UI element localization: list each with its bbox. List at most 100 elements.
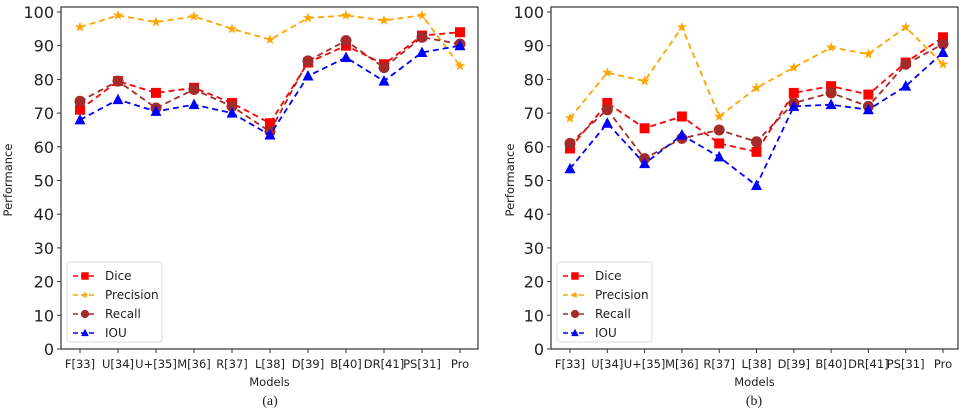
marker-star [74,21,86,32]
marker-triangle [302,70,314,81]
marker-triangle [150,105,162,116]
series-dice [75,27,465,129]
marker-square [639,123,650,134]
marker-square [751,146,762,157]
marker-triangle [564,162,576,174]
chart-a: 0 10 20 30 40 50 60 70 80 90 100 F[33] U[34] U+[35] M[… [1,3,479,409]
x-tick-label: Pro [451,357,469,371]
series-iou [564,46,949,191]
marker-triangle [571,328,579,337]
marker-square [676,111,687,122]
marker-star [602,67,613,78]
y-tick-label: 60 [524,138,544,157]
x-tick-label: L[38] [741,357,771,371]
marker-triangle [788,100,800,111]
marker-triangle [937,46,949,57]
figure-caption: (a) [262,394,278,409]
marker-triangle [226,107,238,118]
marker-circle [302,55,314,67]
series-line [569,25,944,119]
y-tick-label: 90 [524,37,544,56]
marker-star [378,14,390,25]
marker-triangle [713,150,725,162]
y-tick-label: 80 [524,70,544,89]
series-precision [564,21,949,123]
marker-star [639,75,650,86]
marker-triangle [601,117,613,128]
series-recall [564,38,949,165]
marker-star [226,23,238,34]
marker-circle [601,104,613,116]
marker-star [264,34,276,45]
marker-circle [937,38,949,50]
marker-circle [226,100,238,112]
y-tick-label: 40 [524,205,544,224]
x-tick-label: PS[31] [887,357,925,371]
y-tick-label: 40 [34,205,54,224]
series-line [79,31,461,125]
y-tick-label: 90 [34,37,54,56]
y-tick-label: 70 [34,104,54,123]
marker-star [81,291,89,299]
marker-square [455,27,465,38]
marker-triangle [825,98,837,110]
marker-triangle [900,80,912,91]
y-tick-label: 0 [534,340,544,359]
legend: Dice Precision Recall IOU [66,261,163,343]
marker-square [788,87,799,98]
marker-star [714,111,725,121]
marker-square [602,97,613,108]
marker-circle [825,87,837,99]
legend-label: Dice [595,269,622,283]
marker-triangle [751,179,762,191]
marker-triangle [639,157,651,169]
y-axis-label: Performance [503,144,517,217]
marker-circle [570,309,580,319]
x-tick-label: F[33] [65,357,95,371]
series-line [79,36,461,133]
marker-square [151,87,161,98]
marker-star [676,21,688,32]
marker-star [788,62,799,73]
marker-star [112,9,124,20]
marker-circle [80,309,90,319]
x-tick-label: R[37] [703,357,735,371]
marker-star [150,16,162,27]
legend-label: IOU [105,326,127,340]
marker-triangle [454,39,466,51]
marker-star [302,12,314,23]
marker-square [265,118,275,129]
marker-star [564,112,576,123]
marker-triangle [416,46,428,57]
x-tick-label: L[38] [255,357,285,371]
y-tick-label: 60 [34,138,54,157]
x-tick-label: M[36] [177,357,211,371]
marker-triangle [112,93,124,105]
marker-circle [340,35,352,47]
legend-label: Precision [595,288,649,302]
marker-triangle [340,51,352,62]
plot-frame [550,6,959,350]
chart-b: 0 10 20 30 40 50 60 70 80 90 100 F[33] U[34] U+[35] M[… [503,3,959,409]
x-tick-label: B[40] [815,357,847,371]
marker-circle [713,124,725,136]
marker-star [188,10,200,21]
marker-triangle [264,129,276,140]
y-tick-label: 100 [23,3,54,22]
marker-triangle [676,129,688,140]
marker-circle [112,75,124,87]
marker-circle [188,84,200,96]
marker-triangle [862,103,874,115]
marker-circle [378,62,390,74]
legend-label: Recall [105,307,141,321]
x-tick-label: D[39] [778,357,810,371]
marker-circle [564,137,576,149]
x-tick-label: U+[35] [135,357,177,371]
marker-circle [900,58,912,70]
figure-caption: (b) [746,394,763,409]
x-axis-label: Models [249,375,290,389]
marker-square [938,32,948,43]
legend-box [66,261,163,343]
marker-square [571,272,579,280]
